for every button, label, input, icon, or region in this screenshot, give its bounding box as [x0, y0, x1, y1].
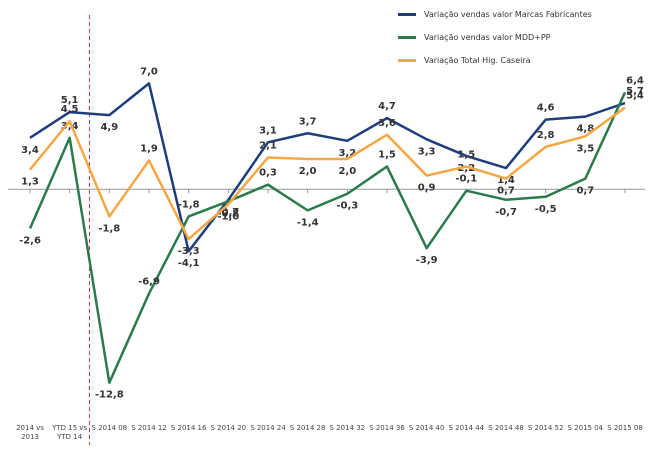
data-label: -4,1: [178, 258, 200, 269]
data-label: 4,8: [576, 124, 594, 135]
legend-swatch: [398, 36, 416, 39]
data-label: 3,4: [21, 145, 39, 156]
data-label: -0,5: [535, 204, 557, 215]
data-label: 2,1: [259, 140, 277, 151]
x-tick-label: S 2014 24: [250, 424, 286, 432]
data-label: -1,8: [98, 223, 120, 234]
data-label: 4,5: [61, 104, 79, 115]
data-label: 3,7: [299, 116, 317, 127]
data-label: 3,1: [259, 125, 277, 136]
data-label: 2,2: [457, 163, 475, 174]
x-tick-label: 2014 vs 2013: [16, 424, 44, 441]
data-label: -1,8: [178, 199, 200, 210]
data-label: -0,3: [336, 201, 358, 212]
data-label: 3,5: [576, 143, 594, 154]
x-tick-label: S 2014 20: [210, 424, 247, 432]
data-label: 1,5: [457, 150, 475, 161]
legend-entry: Variação vendas valor MDD+PP: [398, 33, 550, 42]
x-tick-label: S 2014 40: [408, 424, 445, 432]
data-label: -0,1: [455, 174, 477, 185]
data-label: -1,0: [217, 211, 239, 222]
data-label: 5,1: [61, 95, 79, 106]
data-label: 2,0: [299, 166, 317, 177]
x-tick-label: S 2014 12: [131, 424, 167, 432]
x-tick-label: S 2014 08: [91, 424, 128, 432]
series-line: [29, 82, 626, 253]
data-label: 6,4: [626, 75, 644, 86]
data-label: 7,0: [140, 66, 158, 77]
data-label: -2,6: [19, 236, 41, 247]
data-label: 5,7: [626, 86, 644, 97]
data-label: 1,3: [21, 177, 39, 188]
data-label: 2,0: [338, 166, 356, 177]
series-line: [29, 106, 626, 241]
data-label: 2,8: [537, 130, 555, 141]
x-tick-label: S 2014 44: [448, 424, 485, 432]
x-tick-label: S 2014 36: [369, 424, 405, 432]
x-tick-label: YTD 15 vs YTD 14: [52, 424, 88, 441]
data-label: 5,4: [626, 91, 644, 102]
data-label: 1,9: [140, 143, 158, 154]
data-label: 0,7: [576, 186, 594, 197]
data-label: 1,4: [497, 175, 515, 186]
data-label: -0,8: [217, 208, 239, 219]
data-label: 4,9: [100, 122, 118, 133]
data-label: 0,7: [497, 186, 515, 197]
x-tick-label: S 2014 28: [289, 424, 326, 432]
data-label: -3,3: [178, 246, 200, 257]
data-label: 1,5: [378, 150, 396, 161]
data-label: 3,2: [338, 148, 356, 159]
data-label: 3,4: [61, 121, 79, 132]
legend-label: Variação vendas valor MDD+PP: [424, 33, 551, 42]
x-tick-label: S 2014 32: [329, 424, 366, 432]
data-label: -6,9: [138, 277, 160, 288]
x-tick-label: S 2014 52: [527, 424, 564, 432]
data-label: 4,7: [378, 101, 396, 112]
x-tick-label: S 2014 48: [488, 424, 524, 432]
data-label: 4,6: [537, 103, 555, 114]
x-tick-label: S 2015 04: [567, 424, 604, 432]
data-label: 3,3: [418, 146, 436, 157]
data-label: -1,4: [297, 217, 319, 228]
x-tick-label: S 2014 16: [170, 424, 207, 432]
legend-label: Variação vendas valor Marcas Fabricantes: [424, 10, 592, 19]
legend-entry: Variação Total Hig. Caseira: [398, 56, 531, 65]
legend-swatch: [398, 13, 416, 16]
legend-entry: Variação vendas valor Marcas Fabricantes: [398, 10, 592, 19]
series-line: [28, 91, 627, 384]
data-label: 3,6: [378, 118, 396, 129]
data-label: 0,3: [259, 168, 277, 179]
legend-swatch: [398, 59, 416, 62]
x-tick-label: S 2015 08: [607, 424, 643, 432]
data-label: 0,9: [418, 183, 436, 194]
data-label: -12,8: [95, 390, 124, 401]
data-label: -0,7: [217, 207, 239, 218]
data-label: -3,9: [416, 255, 438, 266]
legend-label: Variação Total Hig. Caseira: [424, 56, 531, 65]
data-label: -0,7: [495, 207, 517, 218]
